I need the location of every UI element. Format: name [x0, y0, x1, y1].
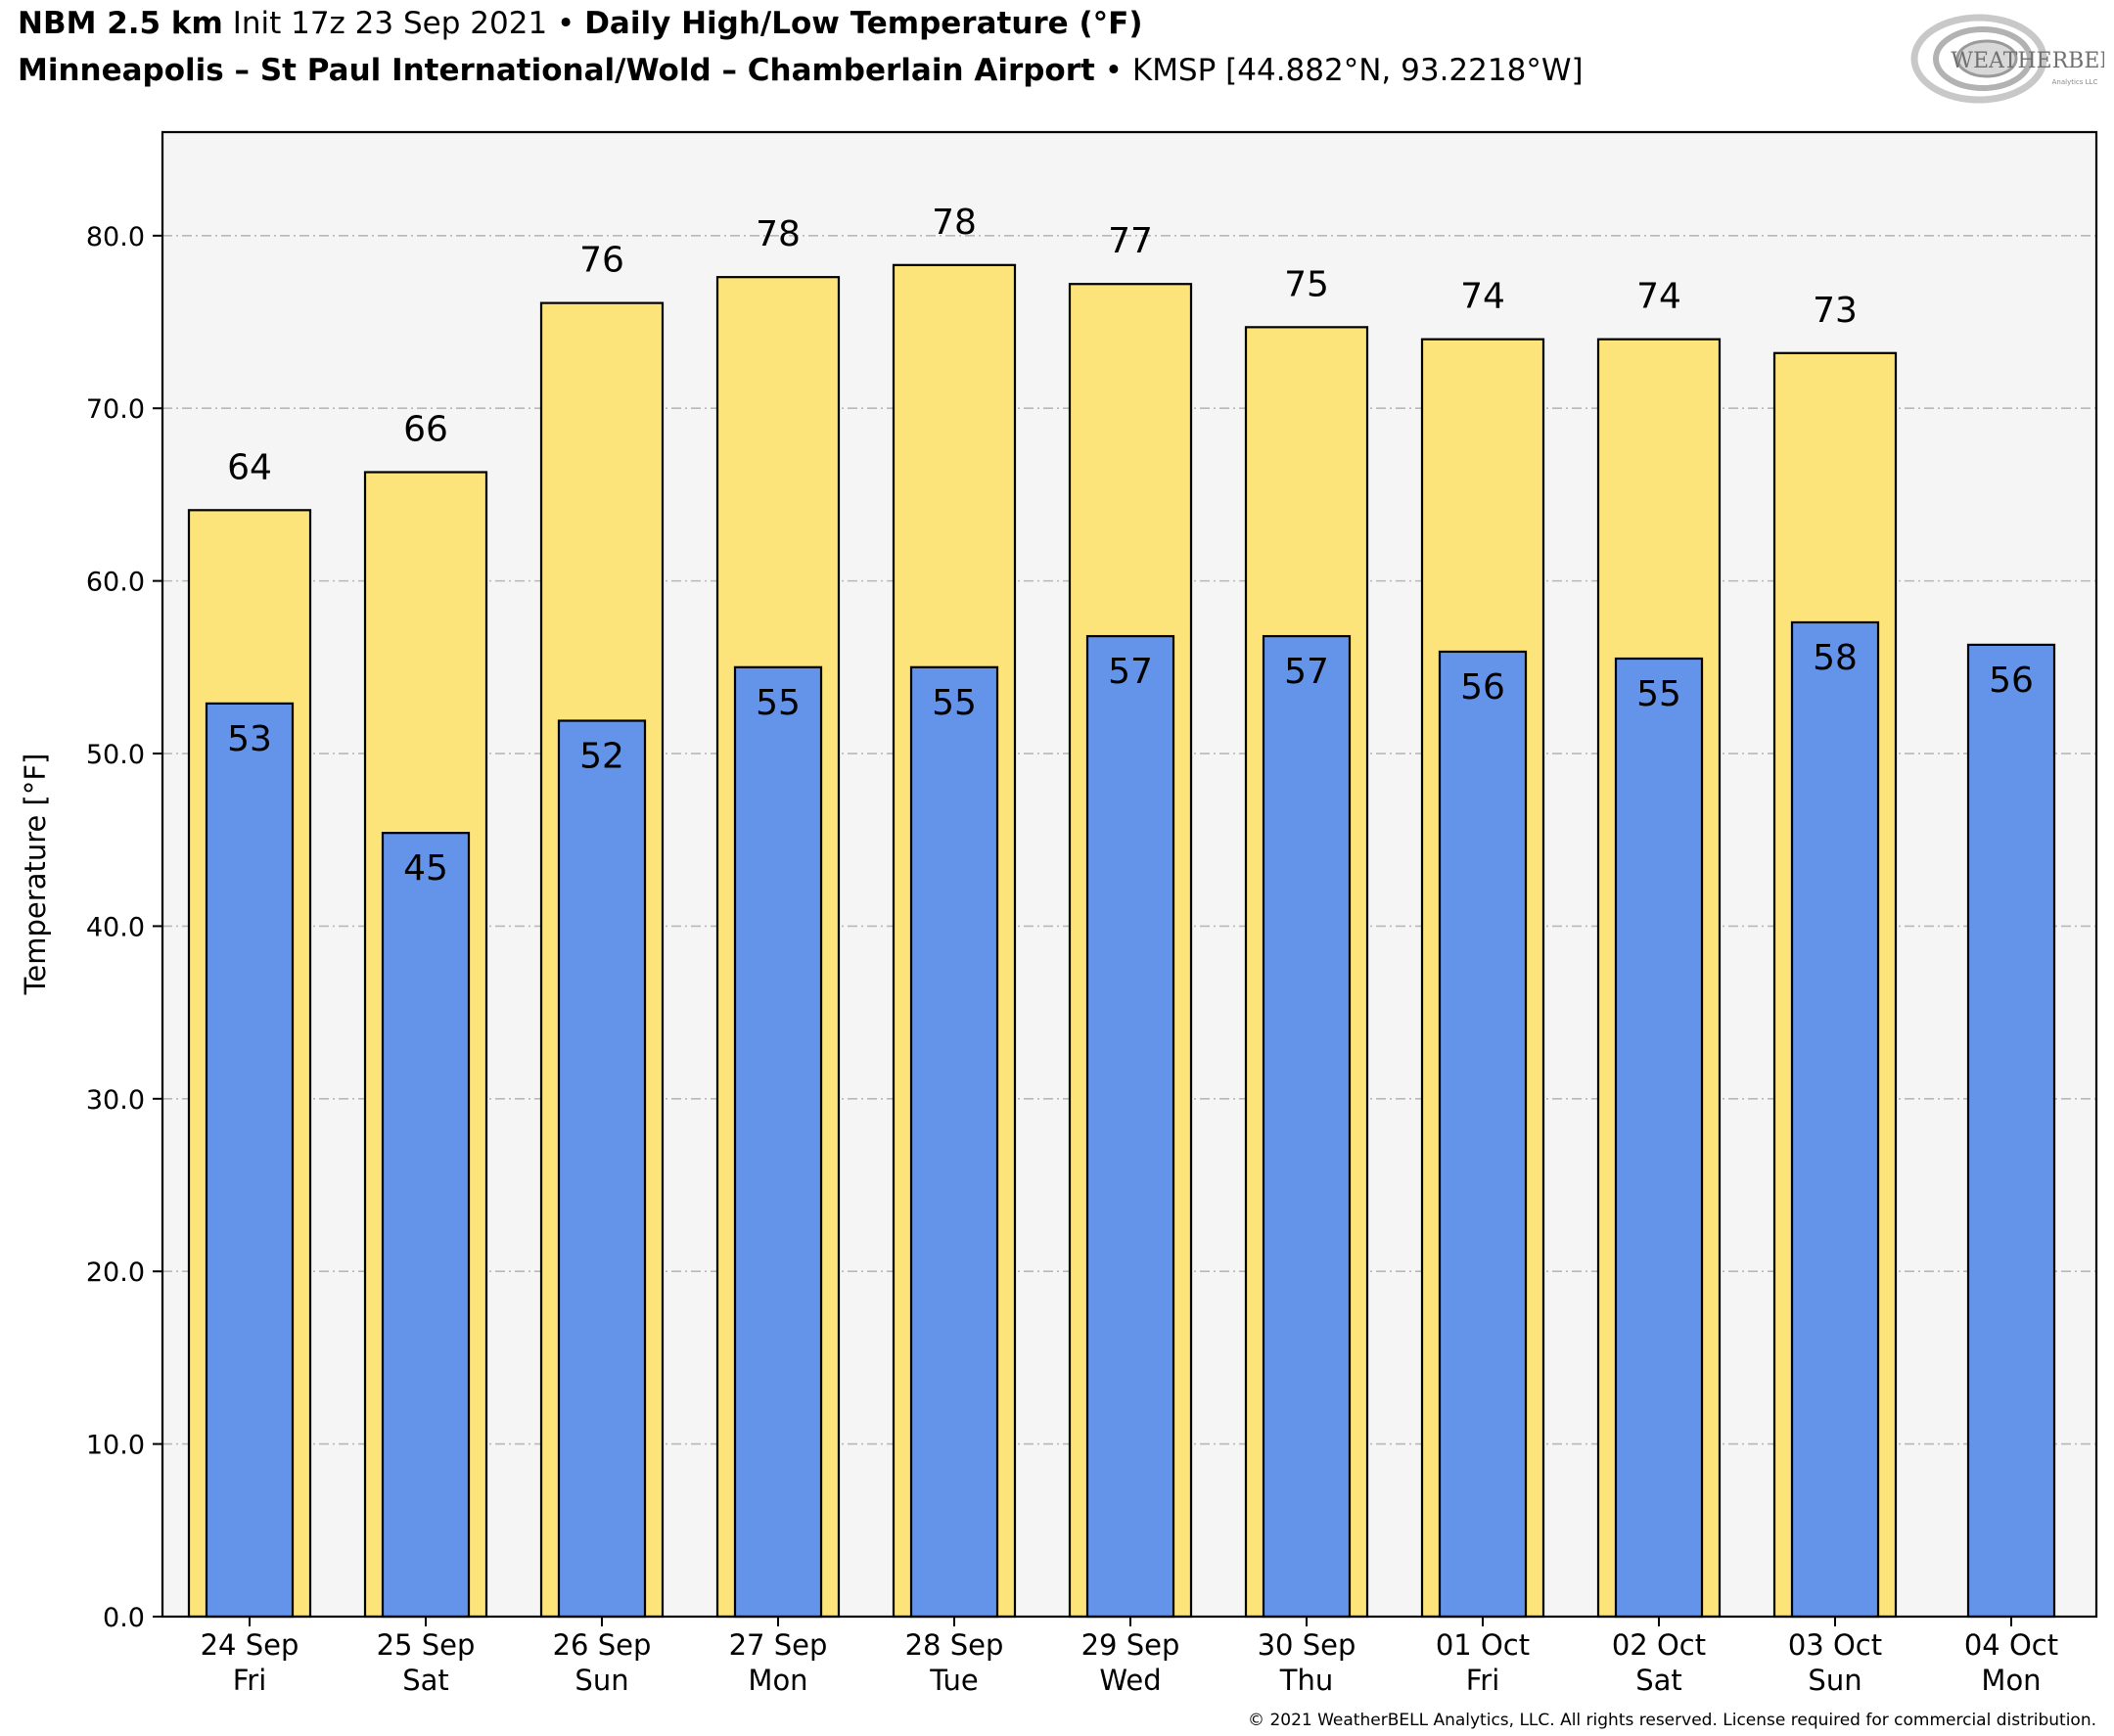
y-axis: 0.0 10.0 20.0 30.0 40.0 50.0 60.0 70.0 80.0	[86, 222, 162, 1633]
low-temp-label: 57	[1108, 652, 1153, 692]
x-tick-weekday: Thu	[1279, 1664, 1333, 1697]
low-temp-label: 57	[1284, 652, 1329, 692]
high-temp-label: 66	[403, 409, 448, 449]
high-temp-label: 78	[932, 203, 977, 243]
low-temp-label: 56	[1989, 661, 2034, 701]
low-temp-bar	[381, 832, 471, 1619]
y-axis-label: Temperature [°F]	[19, 754, 52, 996]
high-temp-label: 64	[227, 447, 272, 487]
low-temp-bar	[205, 702, 295, 1619]
low-temp-bar	[557, 719, 647, 1619]
separator: •	[557, 6, 575, 41]
header-line-2: Minneapolis – St Paul International/Wold…	[18, 53, 1584, 88]
x-tick-weekday: Sat	[1635, 1664, 1682, 1697]
low-temp-label: 55	[756, 683, 801, 723]
bars	[187, 263, 2056, 1619]
low-temp-bar	[1966, 643, 2056, 1619]
logo-subtext: Analytics LLC	[2052, 78, 2098, 86]
high-temp-label: 76	[579, 241, 624, 281]
location-name: Minneapolis – St Paul International/Wold…	[18, 53, 1095, 88]
y-tick-label: 10.0	[86, 1431, 145, 1461]
copyright-notice: © 2021 WeatherBELL Analytics, LLC. All r…	[1248, 1711, 2096, 1730]
low-temp-bar	[1790, 620, 1880, 1619]
low-temp-label: 55	[932, 683, 977, 723]
high-temp-label: 78	[756, 214, 801, 254]
low-temp-bar	[1614, 657, 1704, 1619]
x-tick-date: 26 Sep	[553, 1628, 652, 1662]
separator: •	[1104, 53, 1123, 88]
low-temp-bar	[1262, 634, 1352, 1619]
header-line-1: NBM 2.5 km Init 17z 23 Sep 2021 • Daily …	[18, 6, 1143, 41]
model-name: NBM 2.5 km	[18, 6, 223, 41]
y-tick-label: 60.0	[86, 568, 145, 598]
low-temp-label: 53	[227, 719, 272, 759]
high-temp-label: 75	[1284, 264, 1329, 304]
x-tick-weekday: Wed	[1099, 1664, 1161, 1697]
high-temp-label: 74	[1636, 277, 1681, 317]
x-tick-date: 04 Oct	[1964, 1628, 2058, 1662]
init-time: Init 17z 23 Sep 2021	[232, 6, 548, 41]
x-tick-weekday: Sun	[574, 1664, 628, 1697]
low-temp-bar	[1438, 650, 1528, 1619]
low-temp-label: 45	[403, 848, 448, 889]
y-tick-label: 70.0	[86, 394, 145, 425]
low-temp-label: 56	[1460, 667, 1505, 708]
low-temp-bar	[733, 665, 823, 1619]
weatherbell-logo: WEATHERBELL Analytics LLC	[1910, 14, 2104, 104]
x-tick-date: 30 Sep	[1258, 1628, 1356, 1662]
product-title: Daily High/Low Temperature (°F)	[584, 6, 1143, 41]
x-tick-date: 27 Sep	[729, 1628, 828, 1662]
low-temp-bar	[909, 665, 999, 1619]
x-tick-date: 25 Sep	[377, 1628, 476, 1662]
low-temp-label: 55	[1636, 674, 1681, 714]
low-temp-label: 52	[579, 737, 624, 777]
low-temp-bar	[1085, 634, 1175, 1619]
x-tick-date: 29 Sep	[1081, 1628, 1180, 1662]
x-tick-weekday: Sat	[402, 1664, 449, 1697]
x-tick-weekday: Fri	[233, 1664, 267, 1697]
x-tick-date: 01 Oct	[1436, 1628, 1530, 1662]
y-tick-label: 30.0	[86, 1085, 145, 1116]
x-tick-date: 02 Oct	[1612, 1628, 1706, 1662]
x-tick-weekday: Mon	[1981, 1664, 2041, 1697]
high-temp-label: 77	[1108, 221, 1153, 261]
x-tick-weekday: Fri	[1466, 1664, 1500, 1697]
x-tick-date: 03 Oct	[1788, 1628, 1882, 1662]
data-labels: 64 53 66 45 76 52 78 55 78 55 77 57 75 57 74 56 74 55 73 58…	[227, 203, 2034, 889]
logo-text: WEATHERBELL	[1951, 49, 2104, 73]
x-tick-date: 24 Sep	[201, 1628, 299, 1662]
high-temp-label: 74	[1460, 277, 1505, 317]
x-tick-weekday: Tue	[929, 1664, 979, 1697]
x-tick-date: 28 Sep	[905, 1628, 1004, 1662]
y-tick-label: 0.0	[103, 1603, 145, 1633]
x-tick-weekday: Sun	[1808, 1664, 1861, 1697]
y-tick-label: 40.0	[86, 912, 145, 942]
x-tick-weekday: Mon	[748, 1664, 807, 1697]
station-info: KMSP [44.882°N, 93.2218°W]	[1131, 53, 1584, 88]
high-temp-label: 73	[1813, 291, 1858, 331]
y-tick-label: 80.0	[86, 222, 145, 252]
low-temp-label: 58	[1813, 638, 1858, 678]
y-tick-label: 50.0	[86, 740, 145, 770]
y-tick-label: 20.0	[86, 1257, 145, 1288]
